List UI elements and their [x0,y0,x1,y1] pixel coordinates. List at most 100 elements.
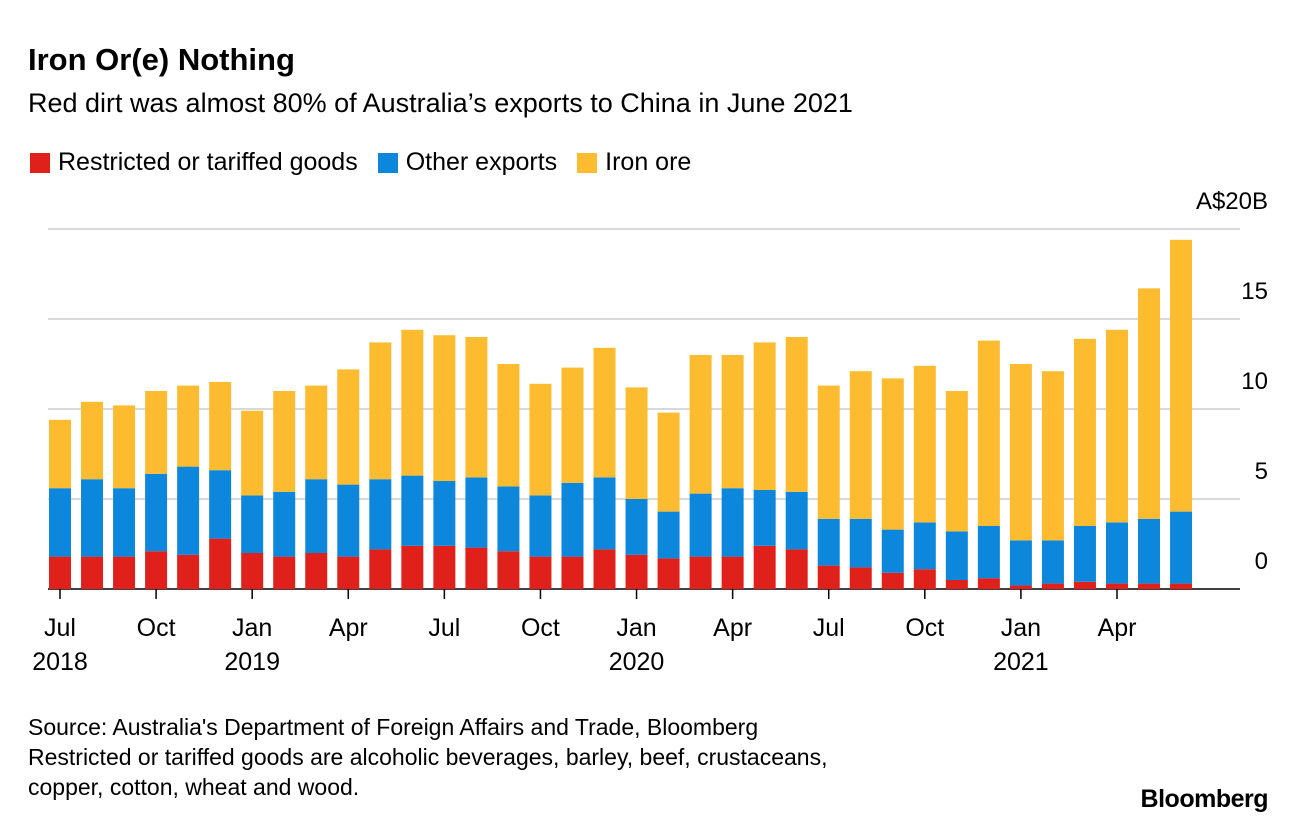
bar-segment [497,486,520,552]
bar-segment [209,470,232,539]
bar-segment [497,551,520,589]
bar-segment [241,553,264,589]
bar-segment [561,367,584,483]
bar-segment [81,401,104,480]
bar-segment [241,410,264,496]
bar-segment [881,378,904,530]
bar-segment [305,385,328,480]
bar-segment [337,556,360,589]
bar-segment [817,565,840,589]
bar-segment [689,493,712,557]
bar-segment [913,522,936,570]
bar-segment [209,382,232,471]
bar-segment [1138,583,1161,589]
bar-segment [625,554,648,589]
bar-segment [1009,364,1032,541]
bar-segment [113,488,136,557]
bar-segment [177,385,200,467]
bar-segment [1041,371,1064,541]
bar-segment [1138,288,1161,519]
bar-segment [401,329,424,476]
bar-segment [497,364,520,487]
bar-segment [433,481,456,546]
x-tick-month: Jul [428,614,460,642]
bar-segment [785,549,808,589]
x-tick-month: Jan [616,614,656,642]
bar-segment [465,477,488,548]
x-tick-year: 2019 [224,648,280,676]
bar-segment [593,477,616,550]
bar-segment [977,578,1000,589]
bar-segment [337,369,360,485]
bar-segment [529,495,552,557]
bar-segment [561,556,584,589]
bar-segment [1105,329,1128,523]
bar-segment [145,391,168,474]
bar-segment [1170,511,1193,584]
y-tick-label: 15 [1241,278,1268,305]
bar-segment [1105,583,1128,589]
bar-segment [849,567,872,589]
bar-segment [401,475,424,546]
bar-segment [945,531,968,580]
bar-segment [689,556,712,589]
bar-segment [81,479,104,557]
bar-segment [753,342,776,490]
bar-segment [1073,581,1096,589]
bar-segment [1170,583,1193,589]
bar-segment [625,387,648,499]
bar-segment [721,355,744,489]
x-tick-month: Apr [713,614,752,642]
bar-segment [753,545,776,589]
source-note: Source: Australia's Department of Foreig… [28,714,759,740]
bar-segment [305,553,328,589]
legend-item-other: Other exports [377,148,558,177]
x-tick-month: Oct [137,614,176,642]
bar-segment [593,549,616,589]
bar-segment [81,556,104,589]
bloomberg-logo: Bloomberg [1140,785,1269,813]
bar-segment [945,580,968,589]
bar-segment [1170,239,1193,512]
bar-segment [593,347,616,478]
bar-segment [305,479,328,553]
bar-segment [1041,540,1064,584]
x-tick-month: Jan [1001,614,1041,642]
bar-segment [1073,338,1096,526]
bar-segment [337,484,360,557]
bar-segment [177,466,200,555]
legend-label-other: Other exports [405,148,558,176]
bar-segment [113,405,136,489]
bar-segment [657,558,680,589]
legend-label-restricted: Restricted or tariffed goods [58,148,358,176]
legend: Restricted or tariffed goods Other expor… [30,148,691,177]
bar-segment [273,491,296,557]
bar-segment [785,337,808,492]
bar-segment [465,337,488,478]
bar-segment [145,551,168,589]
legend-item-restricted: Restricted or tariffed goods [30,148,358,177]
x-tick-month: Apr [1098,614,1137,642]
legend-label-iron: Iron ore [605,148,692,176]
y-tick-label: 10 [1241,368,1268,395]
bar-segment [1041,583,1064,589]
bar-segment [977,526,1000,579]
y-tick-label: 5 [1255,458,1268,485]
bar-segment [881,572,904,589]
x-tick-month: Jul [813,614,845,642]
bar-segment [529,383,552,496]
bar-segment [753,490,776,546]
bar-segment [1138,518,1161,584]
bar-segment [49,419,71,489]
bar-segment [465,547,488,589]
bar-segment [913,569,936,589]
bar-segment [1009,540,1032,586]
bar-segment [49,556,71,589]
bar-segment [657,412,680,512]
legend-item-iron: Iron ore [577,148,691,177]
bar-segment [145,473,168,552]
legend-swatch-restricted [30,152,50,173]
bar-segment [369,549,392,589]
bar-segment [369,479,392,550]
